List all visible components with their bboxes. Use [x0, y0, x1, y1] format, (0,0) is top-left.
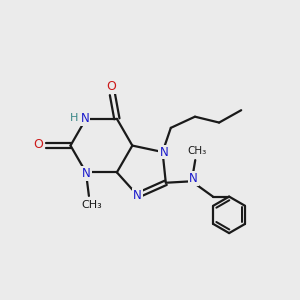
Text: N: N — [159, 146, 168, 158]
Text: N: N — [189, 172, 198, 185]
Text: H: H — [69, 112, 78, 123]
Text: O: O — [106, 80, 116, 93]
Text: N: N — [82, 167, 91, 180]
Text: CH₃: CH₃ — [81, 200, 102, 210]
Text: N: N — [81, 112, 89, 125]
Text: N: N — [133, 189, 142, 203]
Text: O: O — [34, 139, 43, 152]
Text: CH₃: CH₃ — [188, 146, 207, 156]
